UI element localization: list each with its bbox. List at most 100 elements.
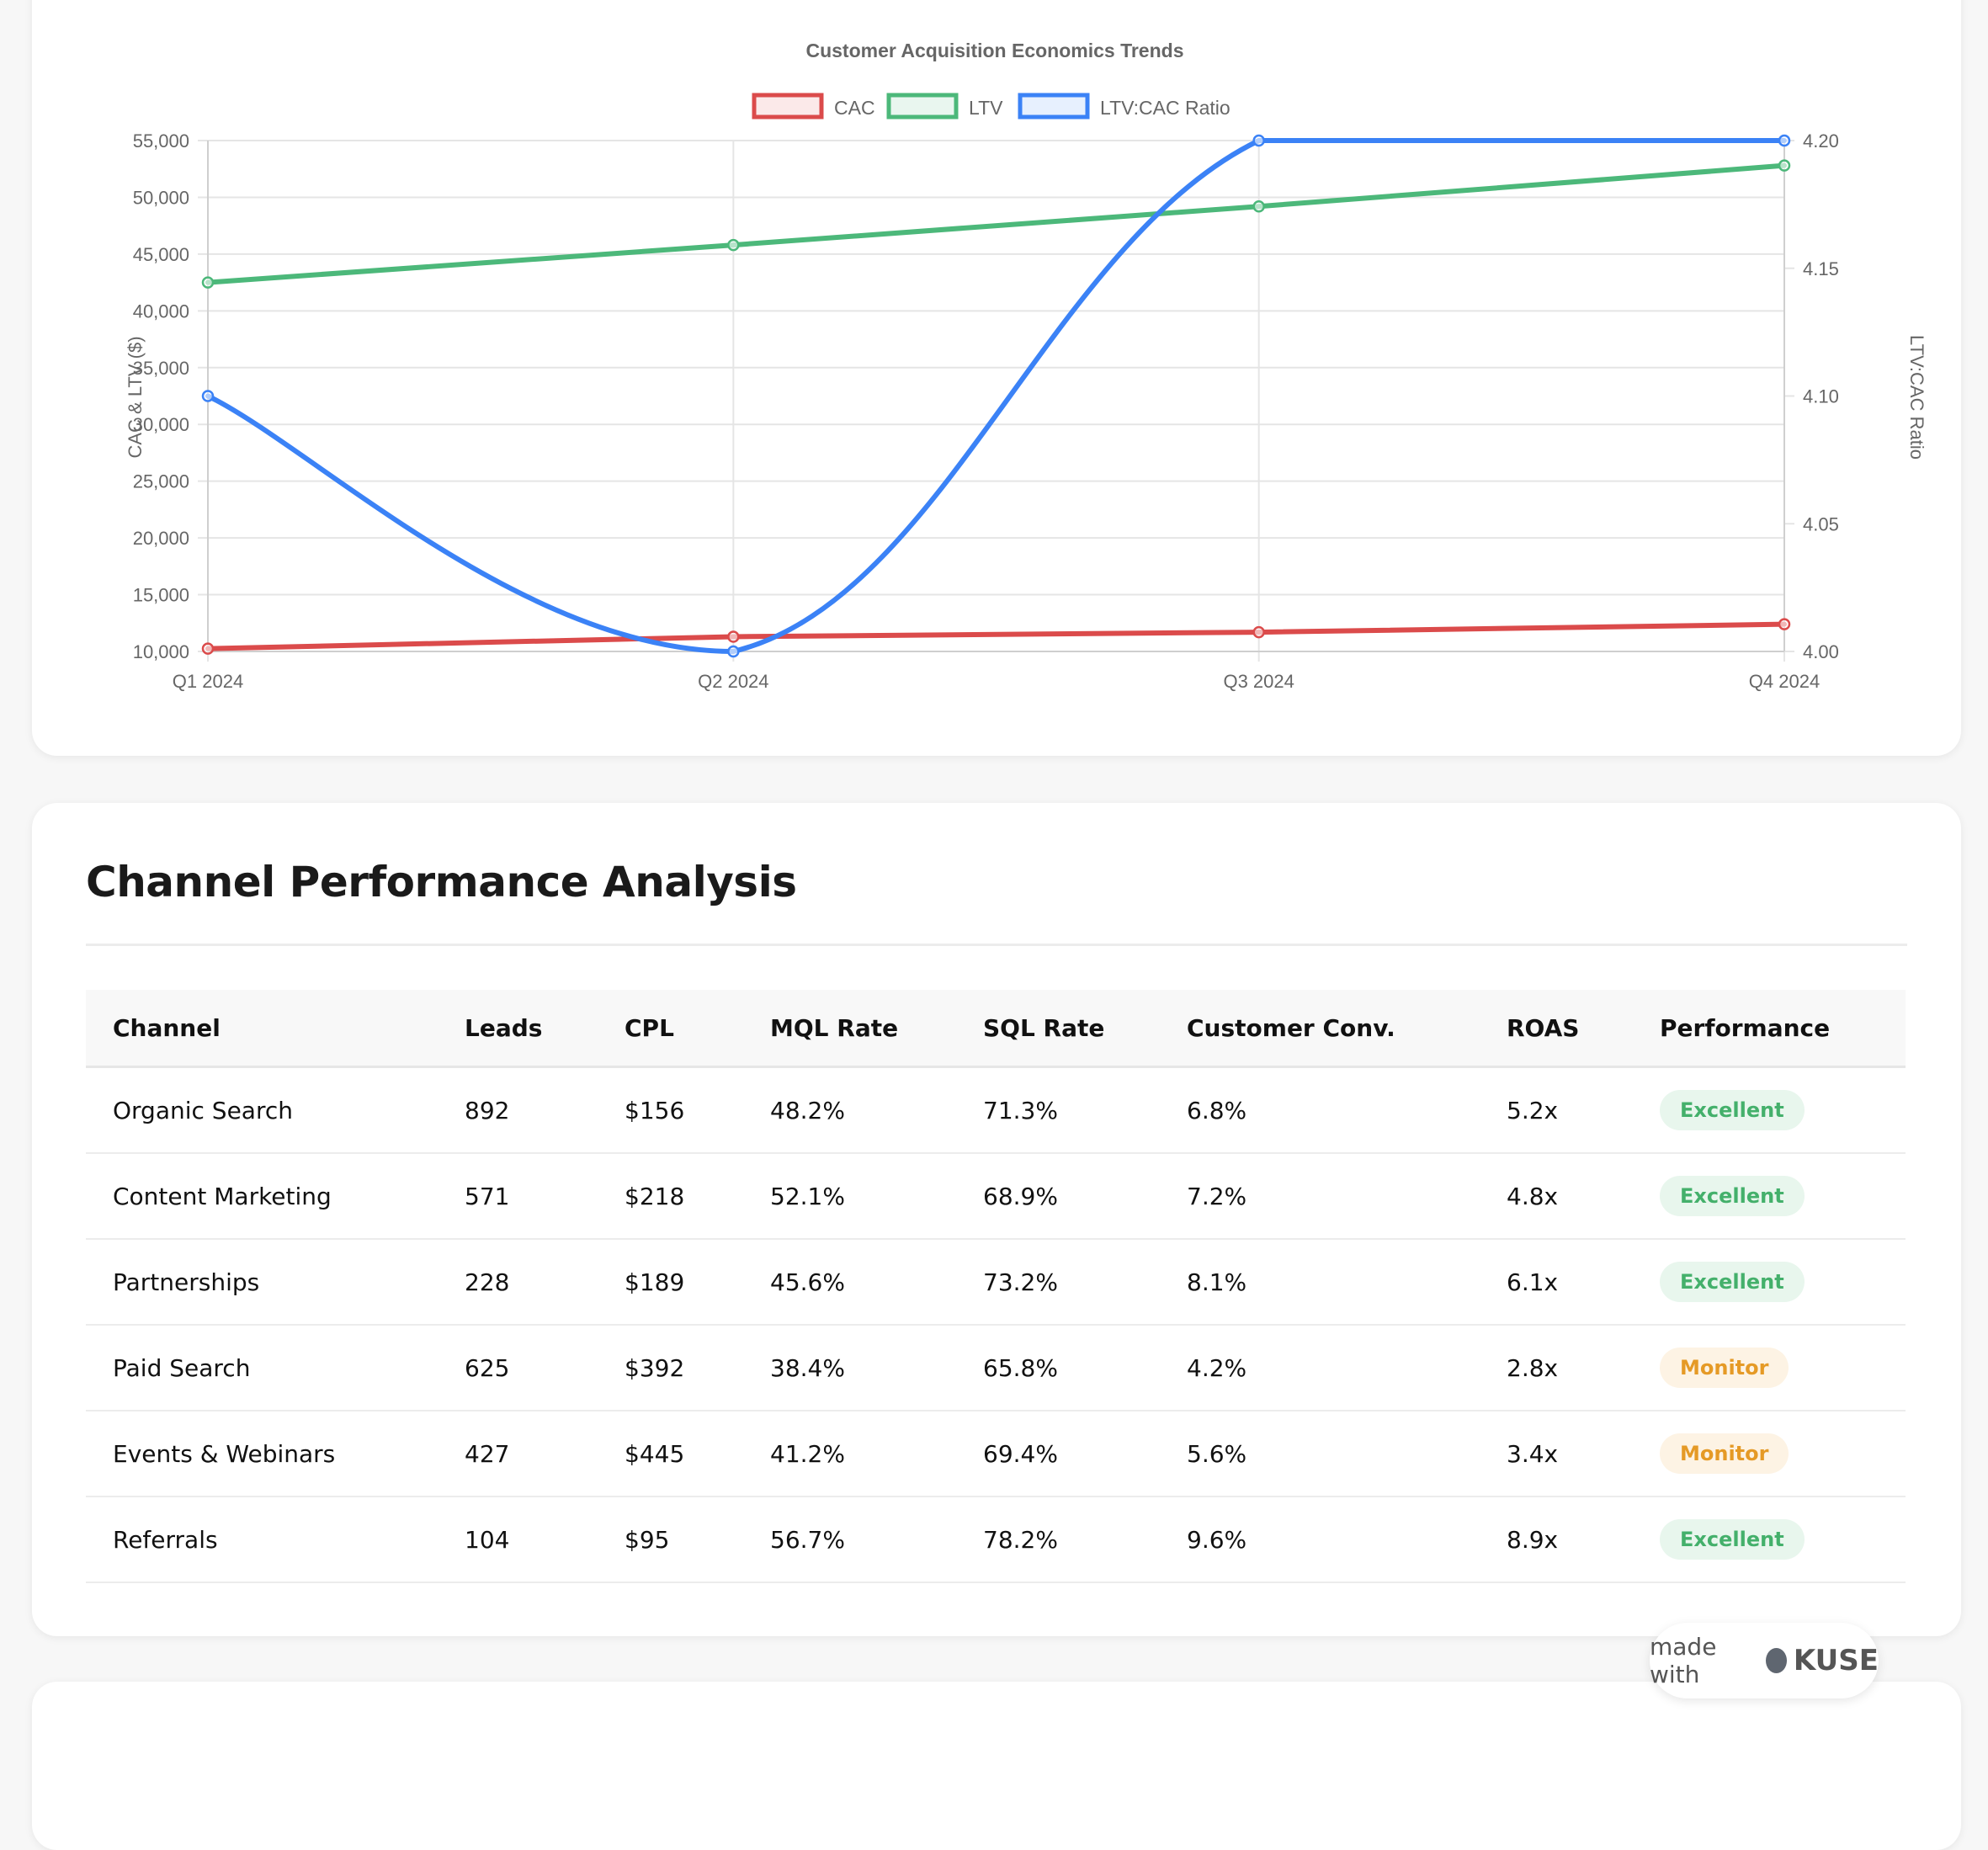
data-point xyxy=(1778,618,1791,630)
y-right-tick-label: 4.20 xyxy=(1803,130,1839,152)
y-left-tick-label: 45,000 xyxy=(133,244,189,265)
column-header: Customer Conv. xyxy=(1160,990,1480,1068)
y-left-tick-label: 15,000 xyxy=(133,585,189,606)
cell-mql: 41.2% xyxy=(743,1411,956,1497)
column-header: CPL xyxy=(598,990,743,1068)
cell-channel: Partnerships xyxy=(86,1239,438,1326)
y-left-tick-label: 30,000 xyxy=(133,414,189,435)
y-left-tick-label: 40,000 xyxy=(133,300,189,322)
cell-roas: 5.2x xyxy=(1480,1066,1633,1154)
data-point xyxy=(1778,134,1791,147)
x-tick-label: Q2 2024 xyxy=(698,671,768,692)
next-card xyxy=(32,1682,1961,1850)
cell-sql: 68.9% xyxy=(956,1153,1160,1240)
cell-conv: 9.6% xyxy=(1160,1496,1480,1583)
table-row: Referrals 104 $95 56.7% 78.2% 9.6% 8.9x Excelle… xyxy=(86,1496,1906,1583)
cell-cpl: $218 xyxy=(598,1153,743,1240)
cell-sql: 69.4% xyxy=(956,1411,1160,1497)
status-badge: Excellent xyxy=(1660,1176,1805,1216)
cell-cpl: $445 xyxy=(598,1411,743,1497)
data-point xyxy=(1252,199,1265,213)
channel-table: Channel Leads CPL MQL Rate SQL Rate Customer … xyxy=(86,990,1906,1583)
table-row: Organic Search 892 $156 48.2% 71.3% 6.8% 5.2x E… xyxy=(86,1066,1906,1154)
cell-mql: 48.2% xyxy=(743,1066,956,1154)
cell-channel: Organic Search xyxy=(86,1066,438,1154)
cell-leads: 427 xyxy=(438,1411,598,1497)
cell-sql: 71.3% xyxy=(956,1066,1160,1154)
cell-conv: 8.1% xyxy=(1160,1239,1480,1326)
status-badge: Excellent xyxy=(1660,1090,1805,1130)
series-line-ltv xyxy=(205,162,1787,285)
table-row: Paid Search 625 $392 38.4% 65.8% 4.2% 2.8x Moni… xyxy=(86,1325,1906,1411)
legend-swatch xyxy=(752,93,824,120)
legend-label: LTV xyxy=(969,97,1003,119)
cell-roas: 8.9x xyxy=(1480,1496,1633,1583)
cell-leads: 104 xyxy=(438,1496,598,1583)
data-point xyxy=(727,645,740,658)
column-header: Channel xyxy=(86,990,438,1068)
cell-leads: 625 xyxy=(438,1325,598,1411)
x-tick-label: Q4 2024 xyxy=(1749,671,1820,692)
table-header-row: Channel Leads CPL MQL Rate SQL Rate Customer … xyxy=(86,990,1906,1068)
cell-channel: Referrals xyxy=(86,1496,438,1583)
cell-conv: 6.8% xyxy=(1160,1066,1480,1154)
kuse-brand: KUSE xyxy=(1793,1644,1879,1677)
cell-sql: 73.2% xyxy=(956,1239,1160,1326)
cell-sql: 65.8% xyxy=(956,1325,1160,1411)
cell-mql: 52.1% xyxy=(743,1153,956,1240)
series-line-cac xyxy=(205,621,1787,651)
data-point xyxy=(201,390,215,402)
cell-cpl: $189 xyxy=(598,1239,743,1326)
y-left-tick-label: 50,000 xyxy=(133,187,189,208)
cell-mql: 45.6% xyxy=(743,1239,956,1326)
made-with-label: made with xyxy=(1650,1633,1717,1688)
table-row: Events & Webinars 427 $445 41.2% 69.4% 5.6% 3.… xyxy=(86,1411,1906,1497)
cell-roas: 3.4x xyxy=(1480,1411,1633,1497)
column-header: SQL Rate xyxy=(956,990,1160,1068)
cell-leads: 571 xyxy=(438,1153,598,1240)
y-left-tick-label: 10,000 xyxy=(133,641,189,662)
cell-mql: 56.7% xyxy=(743,1496,956,1583)
data-point xyxy=(1252,625,1265,639)
y-left-tick-label: 55,000 xyxy=(133,130,189,152)
data-point xyxy=(727,238,740,252)
table-row: Content Marketing 571 $218 52.1% 68.9% 7.2% 4.… xyxy=(86,1153,1906,1240)
cell-performance: Monitor xyxy=(1633,1325,1906,1411)
series-line-ltv-cac-ratio xyxy=(205,137,1787,655)
made-with-kuse-badge[interactable]: made with KUSE xyxy=(1650,1623,1879,1698)
x-tick-label: Q3 2024 xyxy=(1223,671,1294,692)
cell-conv: 7.2% xyxy=(1160,1153,1480,1240)
data-point xyxy=(201,642,215,655)
cell-performance: Excellent xyxy=(1633,1496,1906,1583)
data-point xyxy=(1778,159,1791,172)
cell-mql: 38.4% xyxy=(743,1325,956,1411)
cell-performance: Excellent xyxy=(1633,1153,1906,1240)
cell-cpl: $95 xyxy=(598,1496,743,1583)
cell-sql: 78.2% xyxy=(956,1496,1160,1583)
cell-leads: 892 xyxy=(438,1066,598,1154)
column-header: MQL Rate xyxy=(743,990,956,1068)
cell-channel: Content Marketing xyxy=(86,1153,438,1240)
y-right-axis-title: LTV:CAC Ratio xyxy=(1906,335,1927,460)
cell-performance: Monitor xyxy=(1633,1411,1906,1497)
cell-roas: 6.1x xyxy=(1480,1239,1633,1326)
y-left-tick-label: 35,000 xyxy=(133,358,189,379)
legend-swatch xyxy=(1018,93,1090,120)
cell-cpl: $392 xyxy=(598,1325,743,1411)
y-right-tick-label: 4.15 xyxy=(1803,258,1839,279)
channel-performance-card: Channel Performance Analysis Channel Lead… xyxy=(32,803,1961,1636)
legend-label: CAC xyxy=(834,97,875,119)
chart-card: 10,000 15,000 20,000 25,000 30,000 35,000 40,0… xyxy=(32,0,1961,756)
status-badge: Excellent xyxy=(1660,1519,1805,1560)
cell-performance: Excellent xyxy=(1633,1066,1906,1154)
legend-swatch xyxy=(886,93,959,120)
cell-cpl: $156 xyxy=(598,1066,743,1154)
section-divider xyxy=(86,944,1907,946)
y-left-tick-label: 25,000 xyxy=(133,471,189,492)
data-point xyxy=(727,630,740,643)
cell-conv: 4.2% xyxy=(1160,1325,1480,1411)
table-row: Partnerships 228 $189 45.6% 73.2% 8.1% 6.1x Exc… xyxy=(86,1239,1906,1326)
data-point xyxy=(201,276,215,289)
chart-title: Customer Acquisition Economics Trends xyxy=(805,40,1183,61)
cell-performance: Excellent xyxy=(1633,1239,1906,1326)
